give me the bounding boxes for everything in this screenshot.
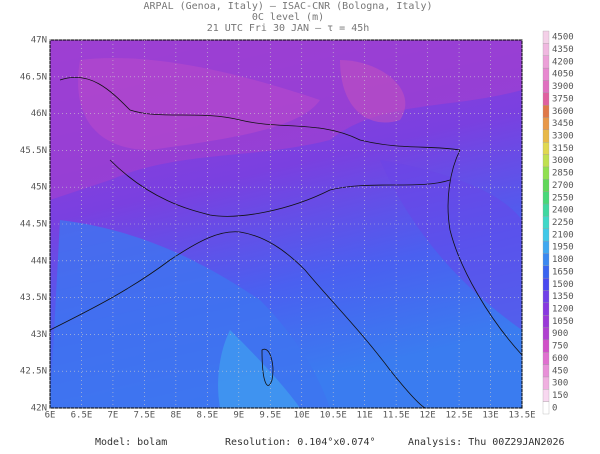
colorbar-label: 900 — [552, 329, 568, 339]
colorbar-swatch — [542, 277, 550, 291]
y-tick-label: 45.5N — [20, 146, 47, 156]
colorbar-swatch — [542, 240, 550, 254]
colorbar-label: 0 — [552, 403, 557, 413]
colorbar-swatch — [542, 327, 550, 341]
x-tick-label: 7.5E — [134, 411, 156, 421]
colorbar-label: 4350 — [552, 45, 574, 55]
x-tick-label: 6.5E — [71, 411, 93, 421]
x-tick-label: 12E — [419, 411, 435, 421]
footer-analysis: Analysis: Thu 00Z29JAN2026 — [408, 437, 565, 448]
x-tick-label: 10E — [294, 411, 310, 421]
colorbar-swatch — [542, 92, 550, 106]
y-tick-label: 43.5N — [20, 293, 47, 303]
colorbar-label: 3000 — [552, 156, 574, 166]
x-tick-label: 11.5E — [383, 411, 410, 421]
y-tick-label: 46.5N — [20, 72, 47, 82]
colorbar-swatch — [542, 30, 550, 44]
colorbar-label: 4050 — [552, 70, 574, 80]
colorbar-swatch — [542, 43, 550, 56]
colorbar-swatch — [542, 67, 550, 81]
colorbar-label: 600 — [552, 354, 568, 364]
colorbar-label: 2100 — [552, 230, 574, 240]
colorbar-swatch — [542, 364, 550, 378]
y-tick-label: 47N — [31, 36, 47, 46]
coastlines — [49, 76, 523, 409]
x-tick-label: 10.5E — [320, 411, 347, 421]
y-tick-label: 45N — [31, 183, 47, 193]
colorbar-swatch — [542, 315, 550, 328]
colorbar-label: 3300 — [552, 132, 574, 142]
x-tick-label: 12.5E — [446, 411, 473, 421]
colorbar-swatch — [542, 191, 550, 205]
x-tick-label: 13E — [482, 411, 498, 421]
y-tick-label: 42.5N — [20, 367, 47, 377]
colorbar-swatch — [542, 55, 550, 69]
colorbar-swatch — [542, 352, 550, 365]
colorbar-label: 2700 — [552, 181, 574, 191]
x-tick-label: 6E — [45, 411, 56, 421]
x-tick-label: 8.5E — [196, 411, 218, 421]
header-line: 21 UTC Fri 30 JAN — τ = 45h — [207, 23, 370, 34]
colorbar-label: 1650 — [552, 267, 574, 277]
colorbar-swatch — [542, 228, 550, 242]
colorbar-label: 3750 — [552, 94, 574, 104]
colorbar-swatch — [542, 80, 550, 93]
y-tick-label: 44N — [31, 256, 47, 266]
x-tick-label: 8E — [170, 411, 181, 421]
footer-resolution: Resolution: 0.104°x0.074° — [225, 437, 376, 448]
colorbar-label: 2250 — [552, 218, 574, 228]
x-tick-label: 13.5E — [508, 411, 535, 421]
header-line: ARPAL (Genoa, Italy) — ISAC-CNR (Bologna… — [144, 1, 433, 12]
colorbar-swatch — [542, 216, 550, 229]
colorbar-swatch — [542, 376, 550, 390]
colorbar-label: 1350 — [552, 292, 574, 302]
colorbar-label: 2400 — [552, 206, 574, 216]
colorbar-swatch — [542, 290, 550, 303]
y-tick-label: 42N — [31, 404, 47, 414]
colorbar-swatch — [542, 166, 550, 180]
colorbar-label: 750 — [552, 342, 568, 352]
colorbar-swatch — [542, 339, 550, 353]
colorbar-swatch — [542, 129, 550, 143]
colorbar-swatch — [542, 117, 550, 130]
colorbar-label: 1800 — [552, 255, 574, 265]
colorbar-label: 4500 — [552, 33, 574, 43]
colorbar-swatch — [542, 142, 550, 155]
colorbar-label: 150 — [552, 391, 568, 401]
colorbar-swatch — [542, 104, 550, 118]
x-tick-label: 9.5E — [259, 411, 281, 421]
colorbar-label: 3600 — [552, 107, 574, 117]
colorbar-label: 300 — [552, 379, 568, 389]
footer-model: Model: bolam — [95, 437, 167, 448]
colorbar-label: 1500 — [552, 280, 574, 290]
colorbar-label: 3900 — [552, 82, 574, 92]
y-tick-label: 44.5N — [20, 220, 47, 230]
x-tick-label: 9E — [233, 411, 244, 421]
colorbar-swatch — [542, 203, 550, 217]
colorbar-label: 1050 — [552, 317, 574, 327]
colorbar-swatch — [542, 265, 550, 279]
x-tick-label: 7E — [108, 411, 119, 421]
colorbar-label: 4200 — [552, 57, 574, 67]
colorbar-label: 3150 — [552, 144, 574, 154]
colorbar-label: 2550 — [552, 193, 574, 203]
colorbar-label: 450 — [552, 366, 568, 376]
header-line: 0C level (m) — [252, 12, 324, 23]
colorbar-label: 3450 — [552, 119, 574, 129]
y-tick-label: 43N — [31, 330, 47, 340]
colorbar-swatch — [542, 179, 550, 192]
colorbar-swatch — [542, 302, 550, 316]
y-tick-label: 46N — [31, 109, 47, 119]
colorbar-swatch — [542, 154, 550, 168]
map-field — [50, 40, 522, 408]
colorbar-swatch — [542, 253, 550, 266]
colorbar-swatch — [542, 401, 550, 415]
colorbar-label: 2850 — [552, 169, 574, 179]
colorbar-label: 1200 — [552, 304, 574, 314]
colorbar-label: 1950 — [552, 243, 574, 253]
x-tick-label: 11E — [357, 411, 373, 421]
colorbar-swatch — [542, 389, 550, 402]
